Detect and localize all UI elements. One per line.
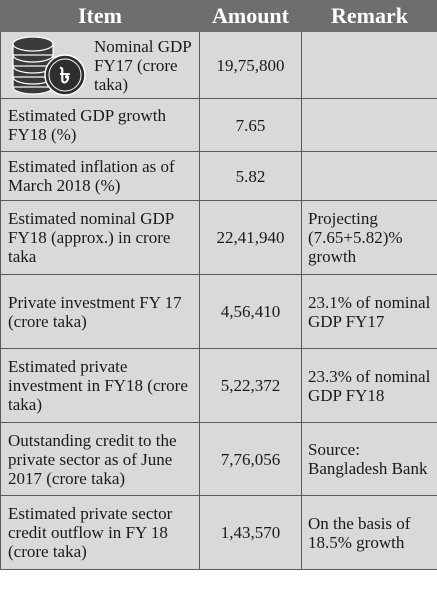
header-amount: Amount xyxy=(199,0,302,32)
item-cell: ৳ Nominal GDP FY17 (crore taka) xyxy=(0,31,200,99)
table-row: Estimated private investment in FY18 (cr… xyxy=(0,348,437,423)
taka-symbol: ৳ xyxy=(60,64,71,89)
remark-cell: Source: Bangladesh Bank xyxy=(301,422,437,496)
header-remark: Remark xyxy=(301,0,437,32)
table-row: Estimated private sector credit outflow … xyxy=(0,495,437,570)
amount-cell: 7,76,056 xyxy=(199,422,302,496)
remark-cell xyxy=(301,31,437,99)
header-item: Item xyxy=(0,0,200,32)
item-cell: Private investment FY 17 (crore taka) xyxy=(0,274,200,349)
amount-cell: 4,56,410 xyxy=(199,274,302,349)
amount-cell: 7.65 xyxy=(199,98,302,152)
table-row: Estimated inflation as of March 2018 (%)… xyxy=(0,151,437,201)
item-cell: Estimated nominal GDP FY18 (approx.) in … xyxy=(0,200,200,275)
remark-cell xyxy=(301,98,437,152)
remark-cell: 23.1% of nominal GDP FY17 xyxy=(301,274,437,349)
item-cell: Outstanding credit to the private sector… xyxy=(0,422,200,496)
remark-cell: On the basis of 18.5% growth xyxy=(301,495,437,570)
item-cell: Estimated private sector credit outflow … xyxy=(0,495,200,570)
remark-cell: 23.3% of nominal GDP FY18 xyxy=(301,348,437,423)
item-cell: Estimated inflation as of March 2018 (%) xyxy=(0,151,200,201)
remark-cell: Projecting (7.65+5.82)% growth xyxy=(301,200,437,275)
table-row: Private investment FY 17 (crore taka) 4,… xyxy=(0,274,437,349)
amount-cell: 5.82 xyxy=(199,151,302,201)
gdp-credit-table: Item Amount Remark xyxy=(0,0,437,570)
item-cell: Estimated private investment in FY18 (cr… xyxy=(0,348,200,423)
table-row: Outstanding credit to the private sector… xyxy=(0,422,437,496)
table-row: Estimated GDP growth FY18 (%) 7.65 xyxy=(0,98,437,152)
amount-cell: 1,43,570 xyxy=(199,495,302,570)
amount-cell: 5,22,372 xyxy=(199,348,302,423)
amount-cell: 22,41,940 xyxy=(199,200,302,275)
taka-coin-stack-icon: ৳ xyxy=(12,36,86,96)
item-cell: Estimated GDP growth FY18 (%) xyxy=(0,98,200,152)
amount-cell: 19,75,800 xyxy=(199,31,302,99)
table-row: Estimated nominal GDP FY18 (approx.) in … xyxy=(0,200,437,275)
table-row: ৳ Nominal GDP FY17 (crore taka) 19,75,80… xyxy=(0,31,437,99)
item-label: Nominal GDP FY17 (crore taka) xyxy=(94,36,192,94)
remark-cell xyxy=(301,151,437,201)
table-header-row: Item Amount Remark xyxy=(0,0,437,32)
